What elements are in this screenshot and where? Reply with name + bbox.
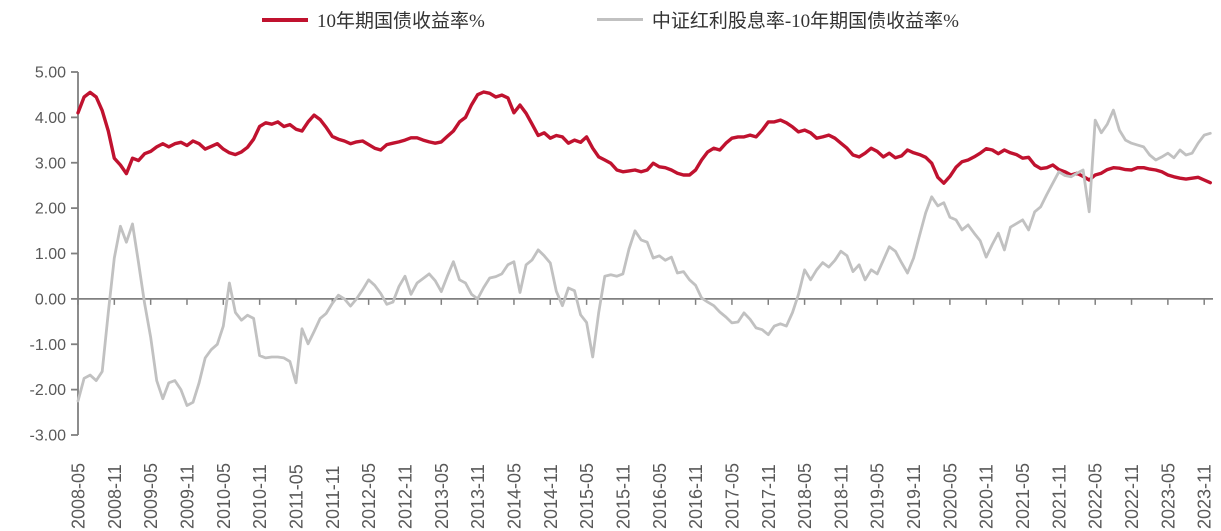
x-tick-label: 2010-11	[250, 464, 270, 529]
x-tick-label: 2019-11	[904, 464, 924, 529]
series-line-treasury-yield	[76, 90, 1213, 185]
x-tick-label: 2012-05	[359, 463, 379, 529]
y-tick-label: -2.00	[30, 382, 67, 399]
legend-line-swatch-red	[262, 17, 308, 22]
legend-label-treasury-yield: 10年期国债收益率%	[317, 11, 485, 32]
legend-line-swatch-gray	[596, 18, 643, 21]
x-tick-label: 2019-05	[868, 463, 888, 529]
x-tick-label: 2018-11	[831, 464, 851, 529]
x-tick-label: 2011-11	[323, 466, 343, 529]
x-tick-label: 2015-05	[577, 463, 597, 529]
x-tick-label: 2009-11	[177, 464, 197, 529]
x-tick-label: 2015-11	[613, 464, 633, 529]
x-tick-label: 2018-05	[795, 463, 815, 529]
x-tick-label: 2008-05	[69, 463, 89, 529]
y-tick-label: -3.00	[30, 428, 67, 445]
x-tick-label: 2016-05	[650, 463, 670, 529]
x-tick-label: 2013-11	[468, 464, 488, 529]
y-tick-label: 4.00	[35, 110, 66, 127]
x-tick-label: 2011-05	[286, 464, 306, 529]
x-tick-label: 2021-11	[1049, 464, 1069, 529]
x-tick-label: 2017-11	[759, 464, 779, 529]
chart-legend: 10年期国债收益率% 中证红利股息率-10年期国债收益率%	[0, 6, 1221, 33]
x-tick-label: 2012-11	[395, 464, 415, 529]
x-tick-label: 2017-05	[722, 463, 742, 529]
x-tick-label: 2014-11	[541, 464, 561, 529]
x-tick-label: 2008-11	[105, 464, 125, 529]
x-tick-label: 2016-11	[686, 464, 706, 529]
x-tick-label: 2021-05	[1013, 463, 1033, 529]
y-tick-label: 3.00	[35, 155, 66, 172]
x-tick-label: 2022-05	[1086, 463, 1106, 529]
y-tick-label: 0.00	[35, 291, 66, 308]
x-tick-label: 2013-05	[432, 463, 452, 529]
x-tick-label: 2020-11	[977, 464, 997, 529]
y-tick-label: -1.00	[30, 337, 67, 354]
series-line-dividend-spread	[76, 108, 1212, 407]
x-tick-label: 2023-11	[1195, 464, 1215, 529]
legend-label-dividend-spread: 中证红利股息率-10年期国债收益率%	[651, 11, 959, 32]
y-tick-label: 5.00	[35, 65, 66, 82]
x-tick-label: 2010-05	[214, 463, 234, 529]
x-tick-label: 2009-05	[141, 463, 161, 529]
y-tick-label: 1.00	[35, 246, 66, 263]
x-tick-label: 2022-11	[1122, 464, 1142, 529]
legend-item-treasury-yield: 10年期国债收益率%	[262, 6, 485, 33]
x-tick-label: 2014-05	[504, 463, 524, 529]
x-tick-label: 2023-05	[1158, 463, 1178, 529]
y-tick-label: 2.00	[35, 201, 66, 218]
legend-item-dividend-spread: 中证红利股息率-10年期国债收益率%	[596, 6, 959, 33]
x-tick-label: 2020-05	[940, 463, 960, 529]
